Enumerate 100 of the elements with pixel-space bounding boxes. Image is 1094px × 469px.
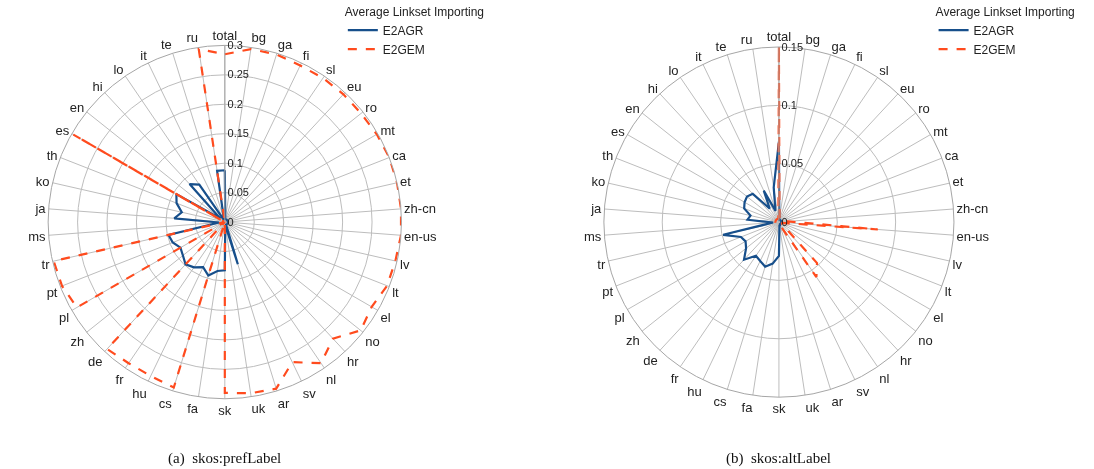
spoke-label: it [695,49,703,65]
legend-title: Average Linkset Importing [935,4,1075,19]
spoke-label: eu [900,80,915,96]
spoke-label: lv [952,257,963,273]
spoke-label: hr [900,353,913,369]
spoke-label: nl [326,371,337,387]
legend-label: E2AGR [973,23,1015,38]
y-tick-label: 0.15 [227,127,249,140]
spoke-label: ga [277,37,294,53]
spoke-label: ru [740,32,753,48]
spoke-label: ru [186,30,199,46]
spoke-label: pl [59,310,70,326]
spoke-label: it [140,47,148,63]
spoke-label: de [88,354,103,370]
text: (a) skos:prefLabel [168,450,282,467]
spoke-label: cs [158,395,173,411]
spoke-label: ca [944,148,960,164]
spoke-label: en [69,99,85,115]
spoke-label: et [952,174,964,190]
spoke-label: de [643,353,658,369]
y-tick-label: 0.1 [227,156,243,169]
y-tick-label: 0.1 [781,98,797,111]
text: (b) skos:altLabel [726,450,831,467]
spoke-label: pl [614,309,625,325]
spoke-label: mt [933,123,949,139]
spoke-label: sl [879,63,889,79]
spoke-label: hu [687,384,702,400]
spoke-label: en [625,100,640,116]
spoke-label: lt [392,284,400,300]
spoke-label: ar [277,395,291,411]
spoke-label: et [400,173,412,189]
legend-label: E2AGR [382,23,424,38]
spoke-label: ms [28,229,47,245]
spoke-label: fr [670,370,680,386]
spoke-label: el [933,309,944,325]
spoke-label: th [46,147,58,163]
spoke-label: nl [879,370,890,386]
spoke-label: hu [132,385,147,401]
y-tick-label: 0.25 [227,68,249,81]
legend-title: Average Linkset Importing [344,4,485,19]
spoke-label: ca [392,147,407,163]
spoke-label: lo [113,61,124,77]
y-tick-label: 0 [227,215,234,228]
spoke-label: es [55,122,70,138]
spoke-label: lt [944,284,952,300]
spoke-label: pt [46,284,58,300]
spoke-label: eu [347,79,362,95]
spoke-label: ar [831,394,844,410]
spoke-label: te [160,37,172,53]
spoke-label: hi [647,80,658,96]
spoke-label: fa [741,399,754,415]
spoke-label: ja [590,201,603,217]
spoke-label: fr [115,371,125,387]
spoke-label: bg [251,30,267,46]
spoke-label: en-us [956,228,990,244]
legend-label: E2GEM [973,42,1016,57]
y-tick-label: 0.2 [227,97,243,110]
spoke-label: ja [34,200,47,216]
spoke-label: bg [805,32,820,48]
spoke-label: cs [713,394,727,410]
spoke-label: mt [380,122,396,138]
spoke-label: es [610,123,626,139]
spoke-label: zh-cn [956,201,989,217]
spoke-label: zh [70,333,85,349]
spoke-label: fa [187,401,199,417]
spoke-label: no [918,332,933,348]
y-tick-label: 0.15 [781,40,804,53]
spoke-label: no [365,333,380,349]
y-tick-label: 0.05 [781,157,804,170]
spoke-label: zh-cn [404,200,436,216]
spoke-label: fi [302,47,310,63]
spoke-label: el [380,310,391,326]
spoke-label: hr [347,354,360,370]
spoke-label: tr [597,257,606,273]
y-tick-label: 0 [781,215,788,228]
spoke-label: sk [218,402,232,418]
spoke-label: hi [92,79,103,95]
spoke-label: lv [400,257,410,273]
spoke-label: ko [591,174,606,190]
y-tick-label: 0.05 [227,186,249,199]
spoke-label: zh [625,332,640,348]
spoke-label: ro [365,99,377,115]
spoke-label: pt [602,284,614,300]
spoke-label: sl [326,61,336,77]
spoke-label: sk [772,401,786,417]
spoke-label: sv [856,384,870,400]
spoke-label: fi [856,49,863,65]
spoke-label: ga [831,38,847,54]
spoke-label: sv [302,385,317,401]
spoke-label: ko [35,173,50,189]
spoke-label: te [715,38,727,54]
spoke-label: en-us [404,229,438,245]
spoke-label: th [602,148,614,164]
spoke-label: uk [251,401,266,417]
spoke-label: ro [918,100,930,116]
legend-label: E2GEM [382,42,425,57]
spoke-label: ms [583,228,602,244]
spoke-label: uk [805,399,820,415]
spoke-label: lo [668,63,679,79]
spoke-label: tr [41,257,51,273]
